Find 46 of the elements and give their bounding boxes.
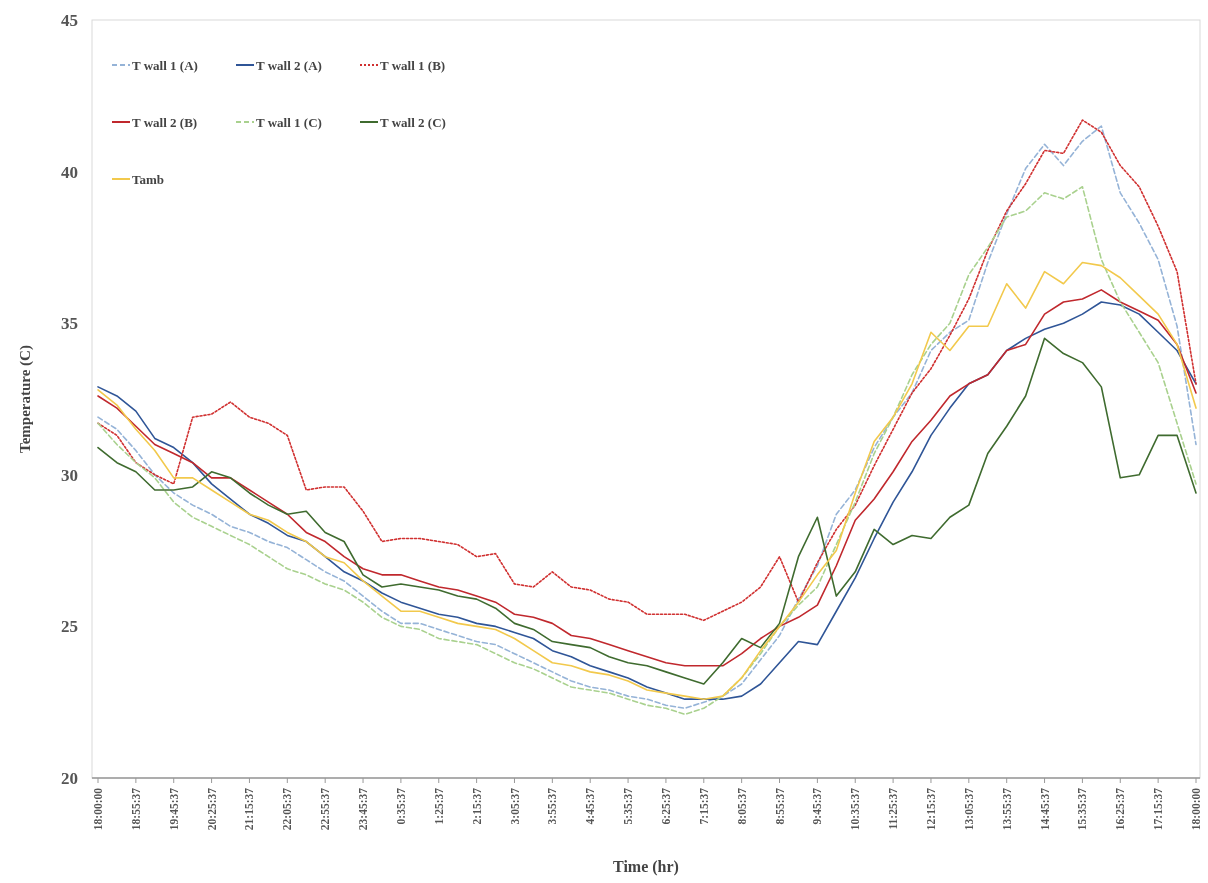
x-tick-label: 6:25:37: [659, 787, 672, 825]
x-axis-title: Time (hr): [613, 858, 679, 876]
x-tick-label: 2:15:37: [470, 787, 483, 825]
x-tick-label: 12:15:37: [924, 787, 937, 831]
x-tick-label: 14:45:37: [1038, 787, 1051, 831]
line-series: [97, 119, 1197, 622]
legend-label: T wall 2 (C): [380, 114, 446, 130]
y-tick-label: 45: [61, 10, 78, 30]
x-tick-label: 9:45:37: [811, 787, 824, 825]
x-tick-label: 18:55:37: [129, 787, 142, 831]
x-tick-label: 13:55:37: [1000, 787, 1013, 831]
legend-label: T wall 2 (A): [256, 57, 322, 73]
x-tick-label: 18:00:00: [92, 787, 105, 831]
x-tick-label: 23:45:37: [357, 787, 370, 831]
x-tick-label: 20:25:37: [205, 787, 218, 831]
x-tick-label: 0:35:37: [394, 787, 407, 825]
x-tick-label: 8:05:37: [735, 787, 748, 825]
x-tick-label: 17:15:37: [1152, 787, 1165, 831]
y-tick-label: 20: [61, 768, 78, 788]
legend-label: T wall 1 (A): [132, 57, 198, 73]
x-tick-label: 18:00:00: [1190, 787, 1203, 831]
y-tick-label: 35: [61, 314, 78, 334]
x-tick-label: 3:55:37: [546, 787, 559, 825]
legend-label: T wall 1 (B): [380, 57, 446, 73]
x-tick-label: 1:25:37: [432, 787, 445, 825]
x-tick-label: 4:45:37: [584, 787, 597, 825]
legend-label: Tamb: [132, 171, 165, 187]
x-tick-label: 22:55:37: [319, 787, 332, 831]
x-tick-label: 5:35:37: [622, 787, 635, 825]
x-tick-label: 7:15:37: [697, 787, 710, 825]
x-tick-label: 22:05:37: [281, 787, 294, 831]
x-tick-label: 11:25:37: [887, 787, 900, 830]
x-tick-label: 10:35:37: [849, 787, 862, 831]
legend-label: T wall 1 (C): [256, 114, 322, 130]
y-tick-label: 30: [61, 465, 78, 485]
y-axis-title: Temperature (C): [17, 345, 34, 453]
x-tick-label: 3:05:37: [508, 787, 521, 825]
x-tick-label: 13:05:37: [962, 787, 975, 831]
legend-label: T wall 2 (B): [132, 114, 198, 130]
y-tick-label: 25: [61, 617, 78, 637]
y-tick-label: 40: [61, 162, 78, 182]
x-tick-label: 19:45:37: [167, 787, 180, 831]
x-tick-label: 16:25:37: [1114, 787, 1127, 831]
x-tick-label: 21:15:37: [243, 787, 256, 831]
x-tick-label: 8:55:37: [773, 787, 786, 825]
x-tick-label: 15:35:37: [1076, 787, 1089, 831]
